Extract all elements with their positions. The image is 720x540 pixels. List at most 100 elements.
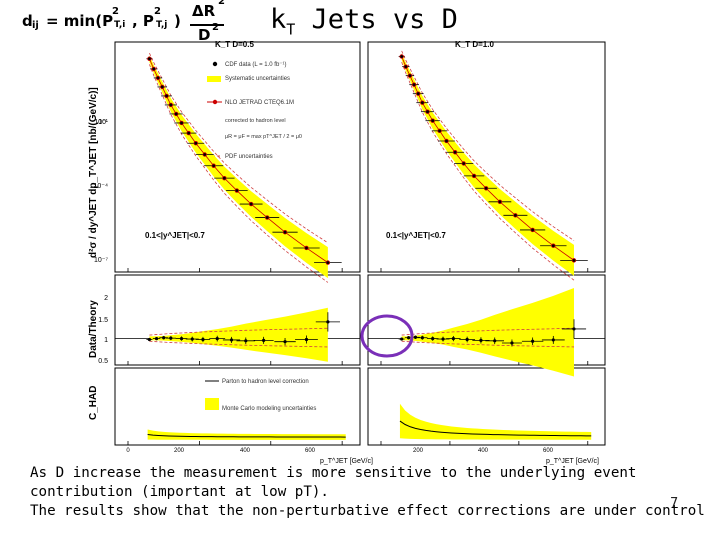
frame-cs-right	[367, 41, 606, 273]
formula-sq2: 2	[154, 6, 161, 17]
legend-marker-syst	[207, 76, 221, 82]
formula-frac-num: ΔR	[192, 2, 216, 20]
ratio-point-left	[162, 336, 166, 340]
xtick-right-600: 600	[543, 448, 554, 454]
data-point-left	[165, 94, 168, 98]
ytick-cs-10: 10	[98, 119, 106, 126]
data-point-right	[453, 150, 457, 154]
ratio-point-right	[572, 327, 576, 331]
legend-nlo: NLO JETRAD CTEQ6.1M	[225, 100, 294, 106]
formula-comma-p: , P	[132, 12, 154, 30]
data-point-left	[235, 189, 239, 192]
caption-line-2: contribution (important at low pT).	[30, 484, 329, 500]
ratio-band-right	[401, 288, 574, 377]
data-point-left	[249, 202, 253, 206]
data-point-left	[169, 103, 173, 107]
data-point-left	[326, 261, 330, 265]
ytick-ratio-1: 1	[104, 337, 108, 344]
panel-label-right: K_T D=1.0	[455, 40, 494, 49]
ratio-point-right	[451, 337, 455, 341]
ratio-point-right	[413, 335, 418, 339]
data-point-right	[412, 83, 416, 87]
data-point-right	[438, 129, 441, 133]
ratio-point-right	[400, 337, 404, 341]
legend-marker-mc	[205, 398, 219, 410]
data-point-right	[498, 200, 502, 204]
formula-frac-den: D	[198, 26, 211, 44]
title-k: k	[270, 4, 287, 35]
ratio-point-left	[179, 337, 184, 341]
ratio-point-left	[154, 337, 159, 341]
data-point-right	[404, 65, 408, 69]
ratio-pdf-dn-right	[401, 340, 574, 348]
data-point-left	[222, 176, 226, 180]
ratio-point-left	[190, 337, 194, 341]
data-point-right	[462, 162, 466, 165]
pdf-upper-right	[401, 50, 575, 241]
data-point-right	[484, 186, 488, 190]
low-pt-highlight-circle	[360, 314, 414, 358]
data-point-right	[400, 55, 404, 58]
ratio-point-left	[169, 336, 173, 340]
data-point-left	[265, 216, 269, 219]
data-point-right	[431, 119, 435, 123]
ratio-pdf-up-right	[401, 327, 574, 336]
xlabel-right: p_T^JET [GeV/c]	[546, 458, 599, 465]
xlabel-left: p_T^JET [GeV/c]	[320, 458, 373, 465]
ratio-point-left	[147, 337, 152, 342]
chad-line-left	[147, 434, 346, 438]
ytick-cs-1e-1: 10⁻¹	[94, 119, 108, 126]
ratio-point-right	[406, 336, 411, 340]
data-point-right	[408, 74, 412, 78]
data-point-left	[160, 85, 164, 89]
legend-scale: μR = μF = max pT^JET / 2 = μ0	[225, 134, 302, 140]
rapidity-label-right: 0.1<|y^JET|<0.7	[386, 231, 446, 240]
legend-syst: Systematic uncertainties	[225, 76, 290, 82]
ratio-point-right	[531, 339, 535, 343]
ratio-point-right	[493, 339, 497, 343]
ytick-cs-1e-4: 10⁻⁴	[94, 183, 109, 190]
formula-sub-j: T,j	[156, 20, 168, 30]
ratio-point-left	[326, 320, 330, 324]
data-point-left	[148, 57, 151, 61]
xtick-left-0: 0	[126, 448, 130, 454]
legend-pdf: PDF uncertainties	[225, 154, 273, 160]
frame-chad-left	[114, 367, 361, 446]
chad-line-right	[399, 420, 592, 437]
title-rest: Jets vs D	[295, 4, 458, 35]
chad-band-right	[399, 403, 592, 440]
formula-den-sq: 2	[212, 22, 219, 33]
ytick-cs-1e-7: 10⁻⁷	[94, 257, 108, 264]
ratio-point-right	[510, 341, 514, 345]
frame-ratio-right	[367, 274, 606, 366]
ratio-point-left	[201, 337, 205, 342]
legend-parton-hadron: Parton to hadron level correction	[222, 379, 309, 385]
data-point-left	[194, 141, 198, 145]
panel-label-left: K_T D=0.5	[215, 40, 254, 49]
ratio-pdf-up-left	[149, 327, 328, 336]
formula-frac-sq: 2	[218, 0, 225, 7]
page-number: 7	[670, 496, 679, 511]
data-point-left	[212, 164, 216, 168]
data-point-right	[416, 92, 420, 96]
ratio-point-right	[479, 338, 483, 342]
ytick-ratio-0.5: 0.5	[98, 358, 108, 365]
chad-ylabel: C_HAD	[88, 386, 99, 420]
data-point-left	[174, 112, 178, 116]
legend-marker-nlo	[212, 99, 218, 105]
frame-chad-right	[367, 367, 606, 446]
pdf-upper-left	[149, 52, 329, 244]
formula-rhs: = min(P	[46, 12, 114, 30]
data-point-right	[472, 174, 476, 178]
formula-close: )	[174, 12, 181, 30]
syst-band-right	[401, 53, 574, 276]
frame-ratio-left	[114, 274, 361, 366]
pdf-lower-left	[149, 64, 329, 283]
legend-corrected: corrected to hadron level	[225, 118, 286, 124]
caption-line-1: As D increase the measurement is more se…	[30, 465, 637, 481]
data-point-left	[305, 246, 308, 250]
formula-sub-i: T,i	[114, 20, 126, 30]
data-point-right	[531, 228, 535, 232]
ratio-band-left	[149, 307, 328, 362]
